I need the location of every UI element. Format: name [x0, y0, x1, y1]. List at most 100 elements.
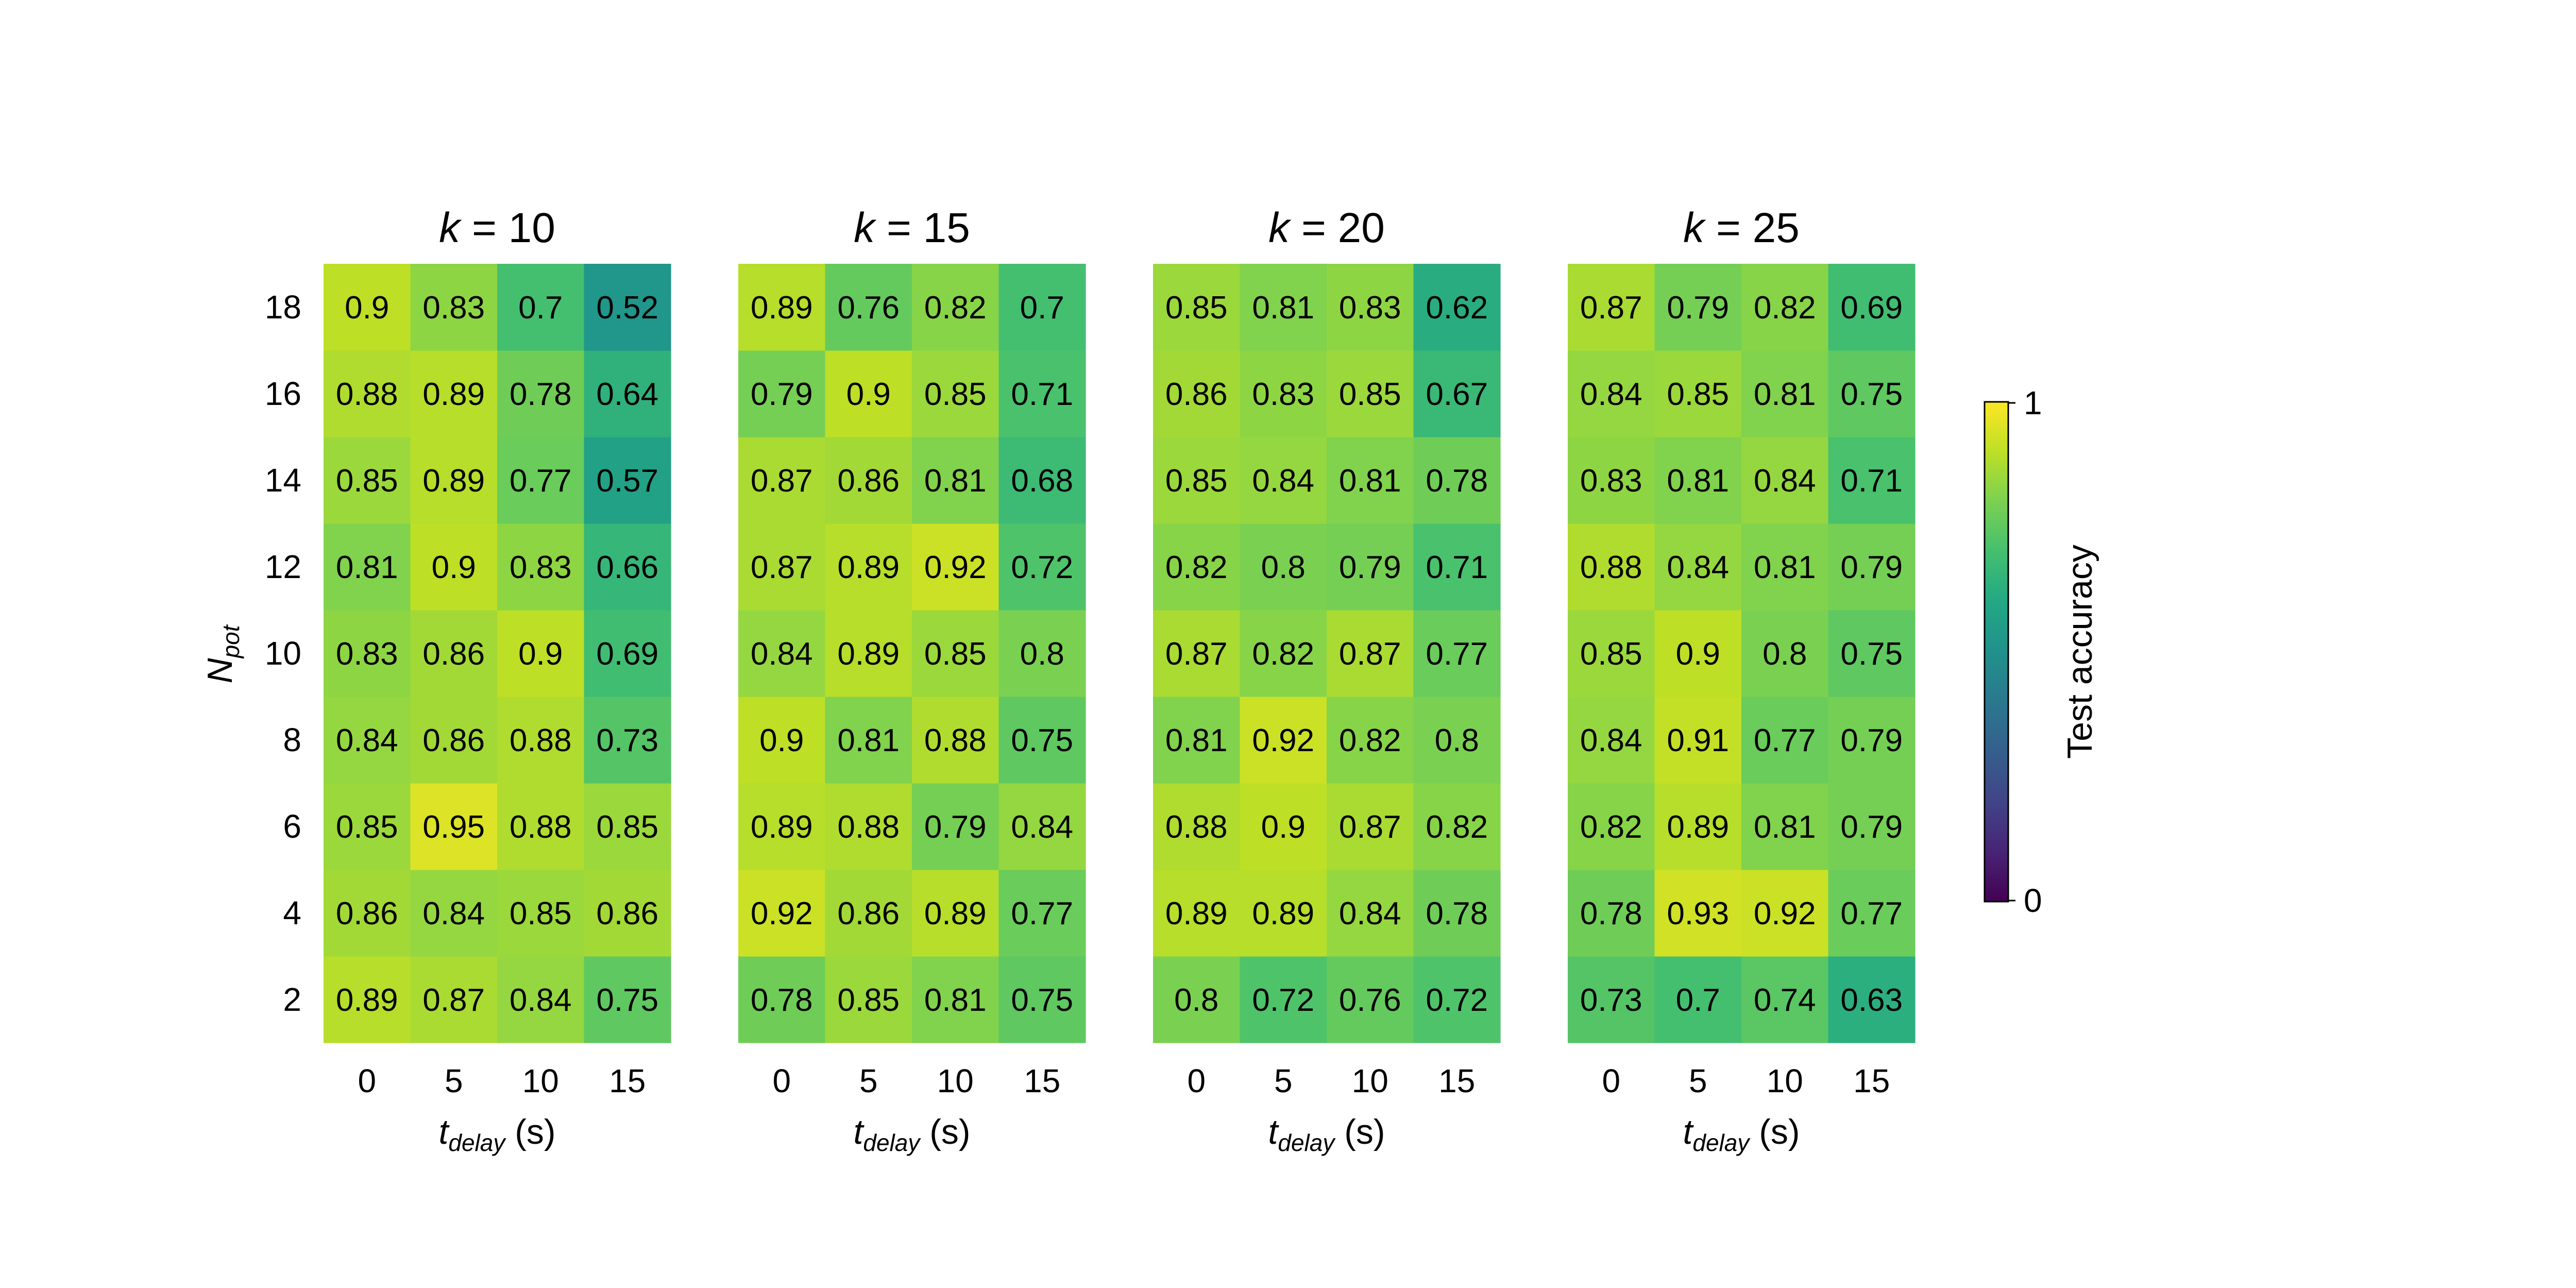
heatmap-cell	[1240, 956, 1327, 1043]
cell-value-label: 0.77	[1840, 896, 1903, 931]
cell-value-label: 0.75	[596, 982, 658, 1018]
heatmap-cell	[324, 697, 411, 784]
panel-title-value: = 15	[875, 205, 970, 251]
cell-value-label: 0.79	[1840, 550, 1903, 585]
heatmap-cell	[738, 697, 826, 784]
x-tick-label: 10	[522, 1062, 559, 1099]
cell-value-label: 0.69	[596, 636, 658, 672]
cell-value-label: 0.68	[1011, 463, 1073, 499]
cell-value-label: 0.78	[1580, 896, 1642, 931]
heatmap-cell	[497, 350, 585, 437]
x-tick-label: 0	[1602, 1062, 1620, 1099]
y-tick-label: 16	[265, 375, 301, 412]
heatmap-cell	[1741, 956, 1829, 1043]
panel-title-variable: k	[439, 205, 462, 251]
colorbar-gradient	[1984, 401, 2009, 903]
cell-value-label: 0.88	[837, 809, 900, 845]
heatmap-cell	[324, 783, 411, 870]
heatmap-cell	[497, 697, 585, 784]
cell-value-label: 0.76	[1339, 982, 1401, 1018]
heatmap-cell	[1327, 264, 1414, 351]
heatmap-cell	[912, 956, 999, 1043]
heatmap-cell	[410, 350, 498, 437]
heatmap-cell	[912, 610, 999, 697]
heatmap-cell	[1654, 437, 1742, 524]
cell-value-label: 0.8	[1261, 550, 1306, 585]
cell-value-label: 0.8	[1020, 636, 1064, 672]
cell-value-label: 0.85	[1580, 636, 1642, 672]
heatmap-cell	[410, 697, 498, 784]
heatmap-cell	[410, 783, 498, 870]
x-tick-label: 10	[937, 1062, 974, 1099]
x-tick-label: 15	[609, 1062, 646, 1099]
heatmap-cell	[1741, 870, 1829, 957]
heatmap-cell	[738, 870, 826, 957]
heatmap-cell	[1413, 870, 1501, 957]
cell-value-label: 0.52	[596, 290, 658, 326]
heatmap-cell	[584, 350, 671, 437]
panel-title-variable: k	[1268, 205, 1292, 251]
x-axis-label: tdelay (s)	[438, 1112, 555, 1156]
cell-value-label: 0.89	[422, 377, 485, 412]
heatmap-panel: k = 150.78 0.85 0.81 0.750.92 0.86 0.89 0.770.…	[738, 205, 1086, 1156]
heatmap-cell	[1240, 783, 1327, 870]
cell-value-label: 0.85	[1339, 377, 1401, 412]
heatmap-cell	[584, 783, 671, 870]
heatmap-cell	[1240, 610, 1327, 697]
cell-value-label: 0.75	[1840, 636, 1903, 672]
cell-value-label: 0.89	[924, 896, 987, 931]
cell-value-label: 0.85	[510, 896, 572, 931]
heatmap-cell	[1568, 350, 1655, 437]
heatmap-panel: k = 100.89 0.87 0.84 0.750.86 0.84 0.85 0.860.…	[324, 205, 671, 1156]
heatmap-cell	[1654, 610, 1742, 697]
y-tick-label: 8	[283, 721, 301, 758]
cell-value-label: 0.82	[1754, 290, 1816, 326]
cell-value-label: 0.84	[510, 982, 572, 1018]
cell-value-label: 0.57	[596, 463, 658, 499]
heatmap-cell	[1153, 697, 1241, 784]
cell-value-label: 0.62	[1426, 290, 1488, 326]
heatmap-cell	[912, 697, 999, 784]
cell-value-label: 0.7	[1676, 982, 1720, 1018]
heatmap-cell	[1828, 264, 1916, 351]
cell-value-label: 0.79	[924, 809, 987, 845]
x-tick-label: 10	[1767, 1062, 1803, 1099]
cell-value-label: 0.92	[1252, 723, 1314, 758]
cell-value-label: 0.87	[1339, 636, 1401, 672]
x-tick-label: 15	[1853, 1062, 1890, 1099]
y-axis-label-sub: pot	[217, 624, 244, 659]
heatmap-cell	[324, 523, 411, 611]
heatmap-cell	[1327, 350, 1414, 437]
heatmap-cell	[1568, 437, 1655, 524]
cell-value-label: 0.85	[336, 809, 398, 845]
heatmap-cell	[912, 437, 999, 524]
cell-value-label: 0.83	[510, 550, 572, 585]
heatmap-cell	[998, 870, 1086, 957]
heatmap-cell	[584, 870, 671, 957]
cell-value-label: 0.83	[1580, 463, 1642, 499]
heatmap-cell	[1327, 870, 1414, 957]
cell-value-label: 0.83	[336, 636, 398, 672]
cell-value-label: 0.88	[1580, 550, 1642, 585]
cell-value-label: 0.73	[1580, 982, 1642, 1018]
y-tick-label: 18	[265, 289, 301, 326]
cell-value-label: 0.83	[1339, 290, 1401, 326]
cell-value-label: 0.81	[1165, 723, 1228, 758]
panel-title: k = 25	[1683, 205, 1800, 251]
heatmap-cell	[1153, 523, 1241, 611]
x-tick-label: 15	[1438, 1062, 1475, 1099]
heatmap-cell	[1568, 697, 1655, 784]
heatmap-cell	[324, 870, 411, 957]
heatmap-cell	[1153, 870, 1241, 957]
cell-value-label: 0.89	[751, 809, 813, 845]
x-tick-label: 0	[772, 1062, 791, 1099]
cell-value-label: 0.87	[751, 463, 813, 499]
heatmap-cell	[1327, 523, 1414, 611]
colorbar-label: Test accuracy	[2060, 545, 2099, 759]
cell-value-label: 0.8	[1762, 636, 1807, 672]
cell-value-label: 0.86	[1165, 377, 1228, 412]
panel-title: k = 15	[854, 205, 970, 251]
heatmap-cell	[1741, 783, 1829, 870]
cell-value-label: 0.79	[1840, 723, 1903, 758]
